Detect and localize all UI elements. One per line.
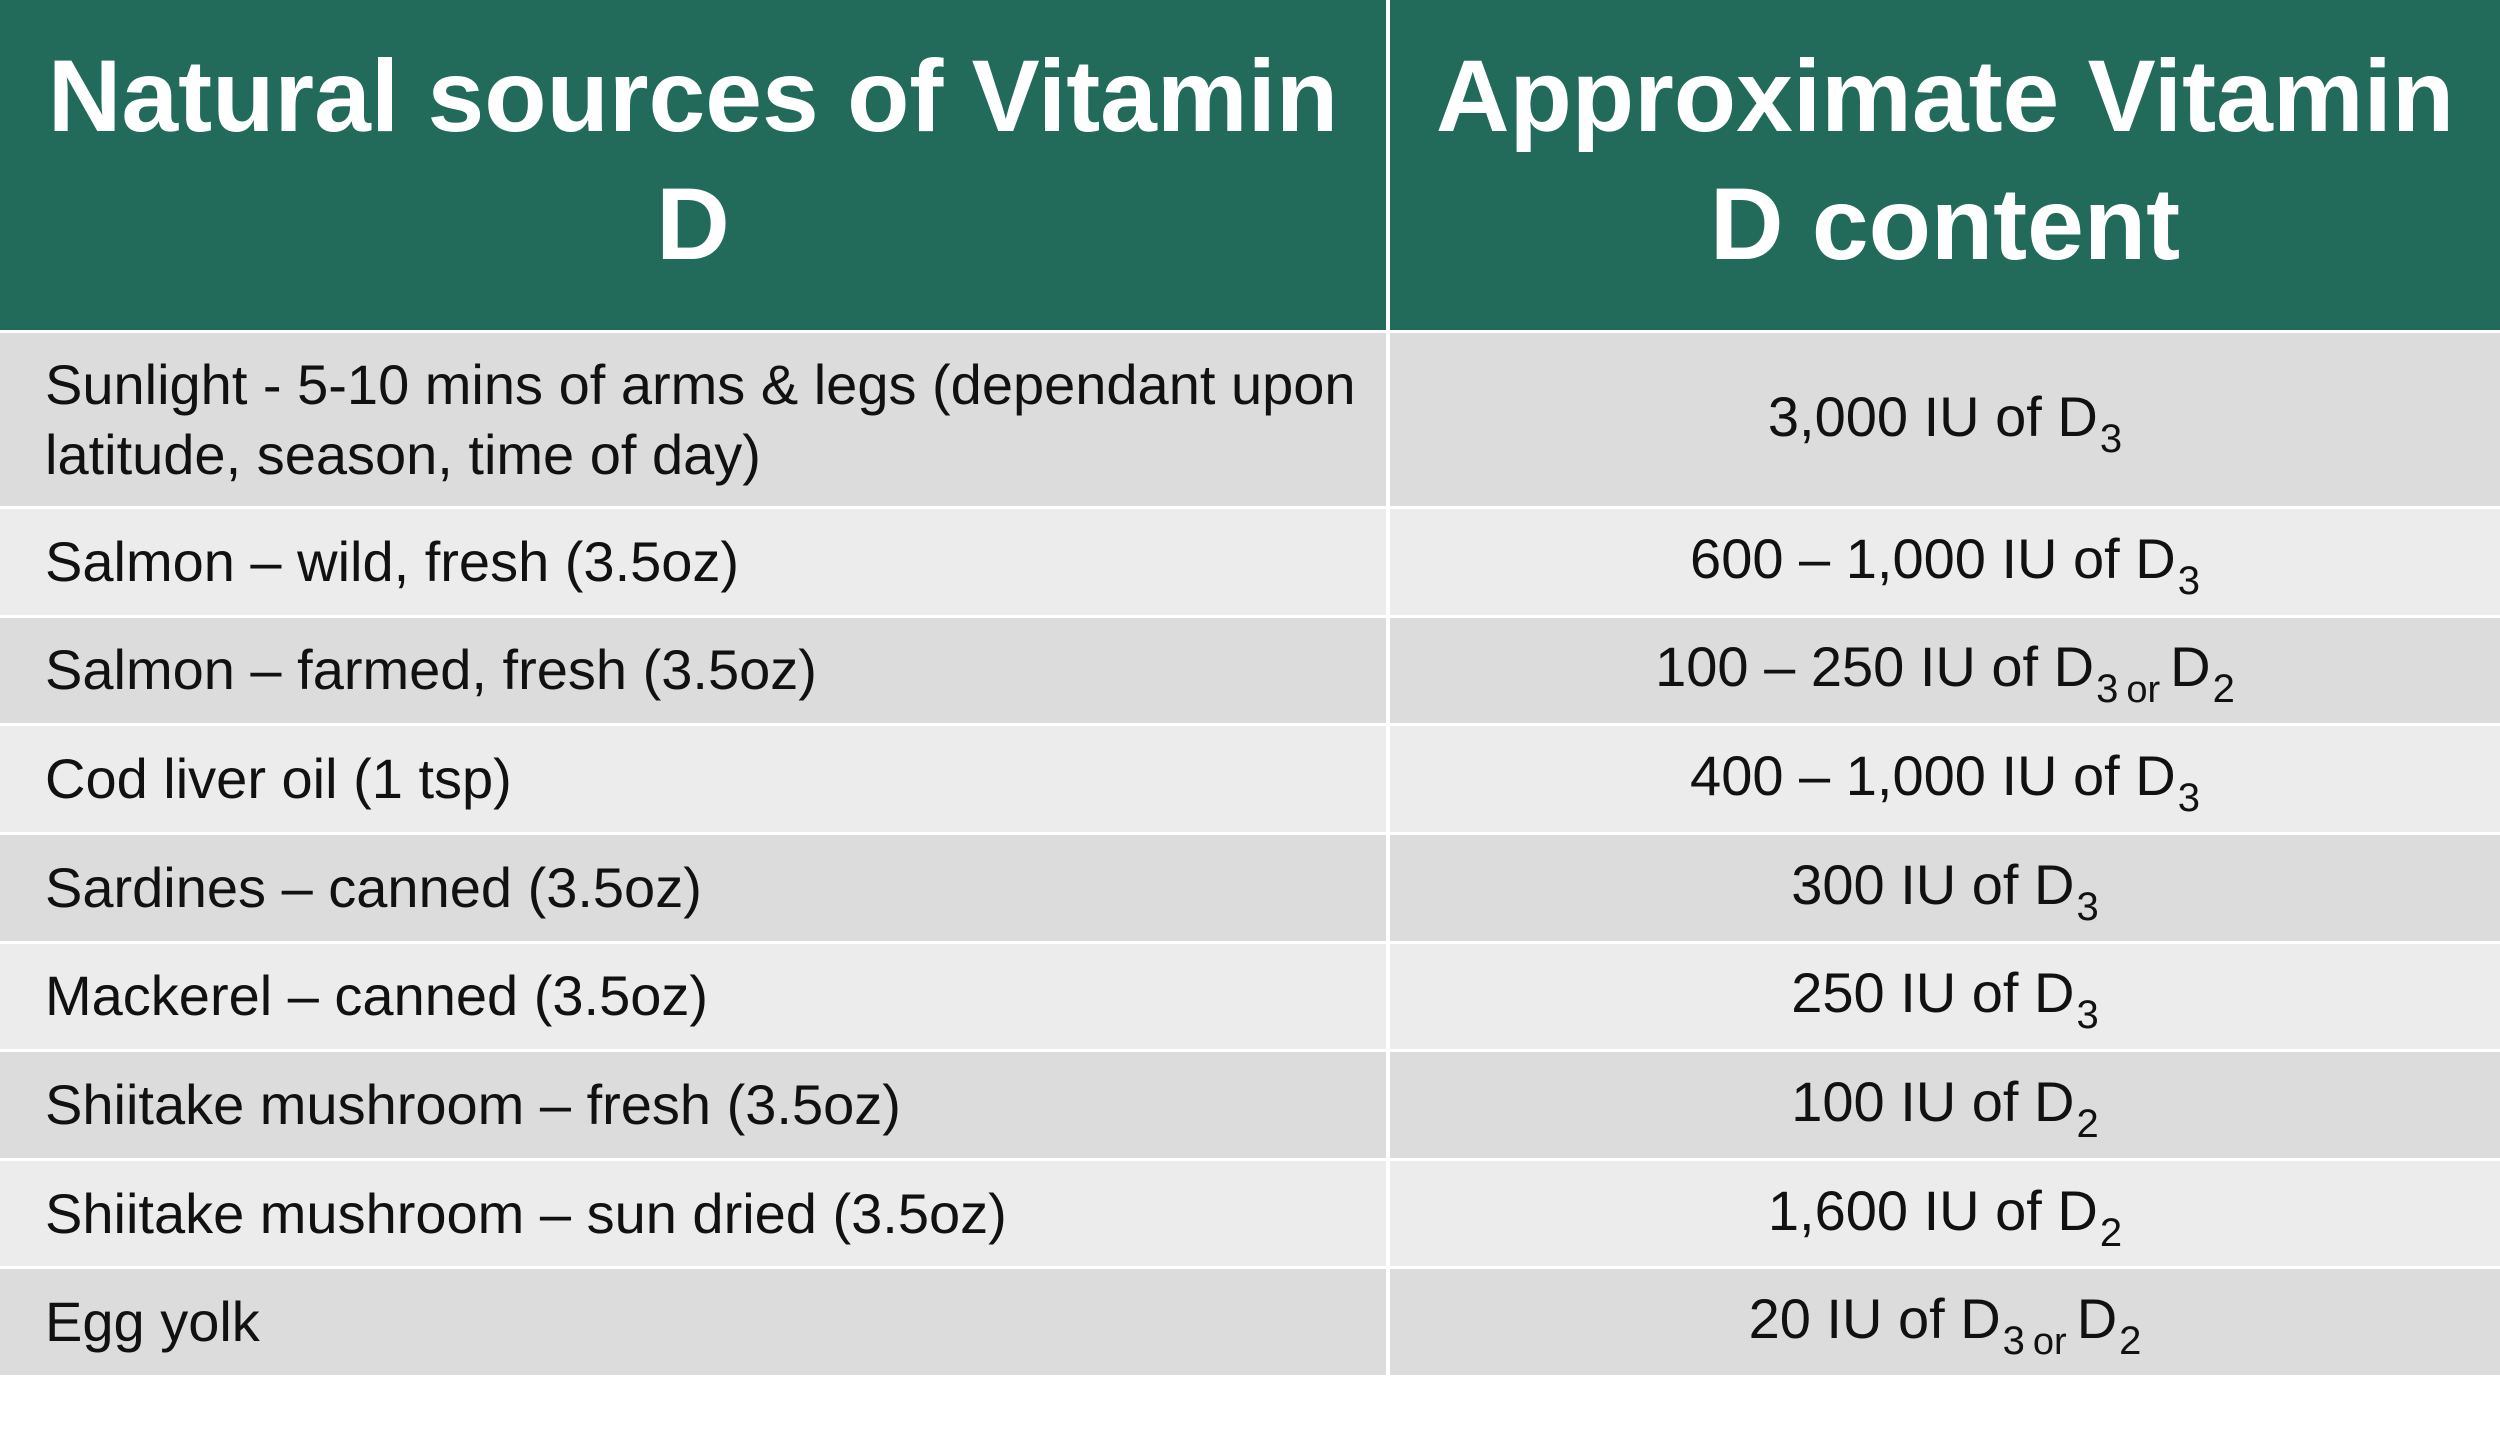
vitamin-d2-text: D: [2170, 634, 2211, 698]
amount-text: 20 IU of D: [1748, 1286, 2001, 1350]
amount-cell: 600 – 1,000 IU of D3: [1390, 509, 2500, 618]
amount-text: 300 IU of D: [1791, 852, 2075, 916]
vitamin-subscript: 3: [2177, 776, 2200, 821]
vitamin-subscript: 3: [2002, 1318, 2025, 1363]
amount-cell: 250 IU of D3: [1390, 943, 2500, 1053]
amount-text: 400 – 1,000 IU of D: [1690, 744, 2176, 808]
vitamin-subscript: 3: [2076, 993, 2099, 1038]
source-cell: Sardines – canned (3.5oz): [0, 834, 1390, 944]
vitamin-subscript: 2: [2212, 666, 2235, 711]
amount-text: 100 – 250 IU of D: [1655, 634, 2095, 698]
amount-cell: 3,000 IU of D3: [1390, 333, 2500, 509]
or-text: or: [2126, 668, 2161, 711]
source-cell: Salmon – wild, fresh (3.5oz): [0, 509, 1390, 618]
header-content: Approximate Vitamin D content: [1390, 0, 2500, 333]
amount-text: 600 – 1,000 IU of D: [1690, 526, 2176, 590]
vitamin-subscript: 2: [2099, 1210, 2123, 1255]
amount-text: 250 IU of D: [1791, 961, 2075, 1025]
amount-cell: 300 IU of D3: [1390, 834, 2500, 944]
source-cell: Mackerel – canned (3.5oz): [0, 943, 1390, 1053]
amount-cell: 100 – 250 IU of D3 or D2: [1390, 617, 2500, 727]
vitamin-subscript: 3: [2076, 884, 2099, 929]
vitamin-subscript: 3: [2177, 558, 2200, 603]
vitamin-subscript: 3: [2096, 666, 2119, 711]
source-cell: Sunlight - 5-10 mins of arms & legs (dep…: [0, 333, 1390, 509]
source-cell: Shiitake mushroom – sun dried (3.5oz): [0, 1160, 1390, 1270]
vitamin-subscript: 2: [2076, 1101, 2099, 1146]
amount-text: 3,000 IU of D: [1767, 384, 2098, 448]
header-sources: Natural sources of Vitamin D: [0, 0, 1390, 333]
source-cell: Cod liver oil (1 tsp): [0, 726, 1390, 835]
source-cell: Shiitake mushroom – fresh (3.5oz): [0, 1052, 1390, 1161]
source-cell: Salmon – farmed, fresh (3.5oz): [0, 617, 1390, 727]
vitamin-subscript: 3: [2099, 416, 2123, 461]
amount-text: 1,600 IU of D: [1767, 1178, 2098, 1242]
vitamin-d2-text: D: [2076, 1286, 2118, 1350]
vitamin-subscript: 2: [2119, 1318, 2142, 1363]
amount-cell: 100 IU of D2: [1390, 1052, 2500, 1161]
vitamin-d-table: Natural sources of Vitamin D Approximate…: [0, 0, 2500, 1378]
amount-text: 100 IU of D: [1791, 1069, 2075, 1133]
amount-cell: 400 – 1,000 IU of D3: [1390, 726, 2500, 835]
amount-cell: 1,600 IU of D2: [1390, 1160, 2500, 1270]
or-text: or: [2032, 1320, 2067, 1363]
source-cell: Egg yolk: [0, 1269, 1390, 1378]
amount-cell: 20 IU of D3 or D2: [1390, 1269, 2500, 1378]
